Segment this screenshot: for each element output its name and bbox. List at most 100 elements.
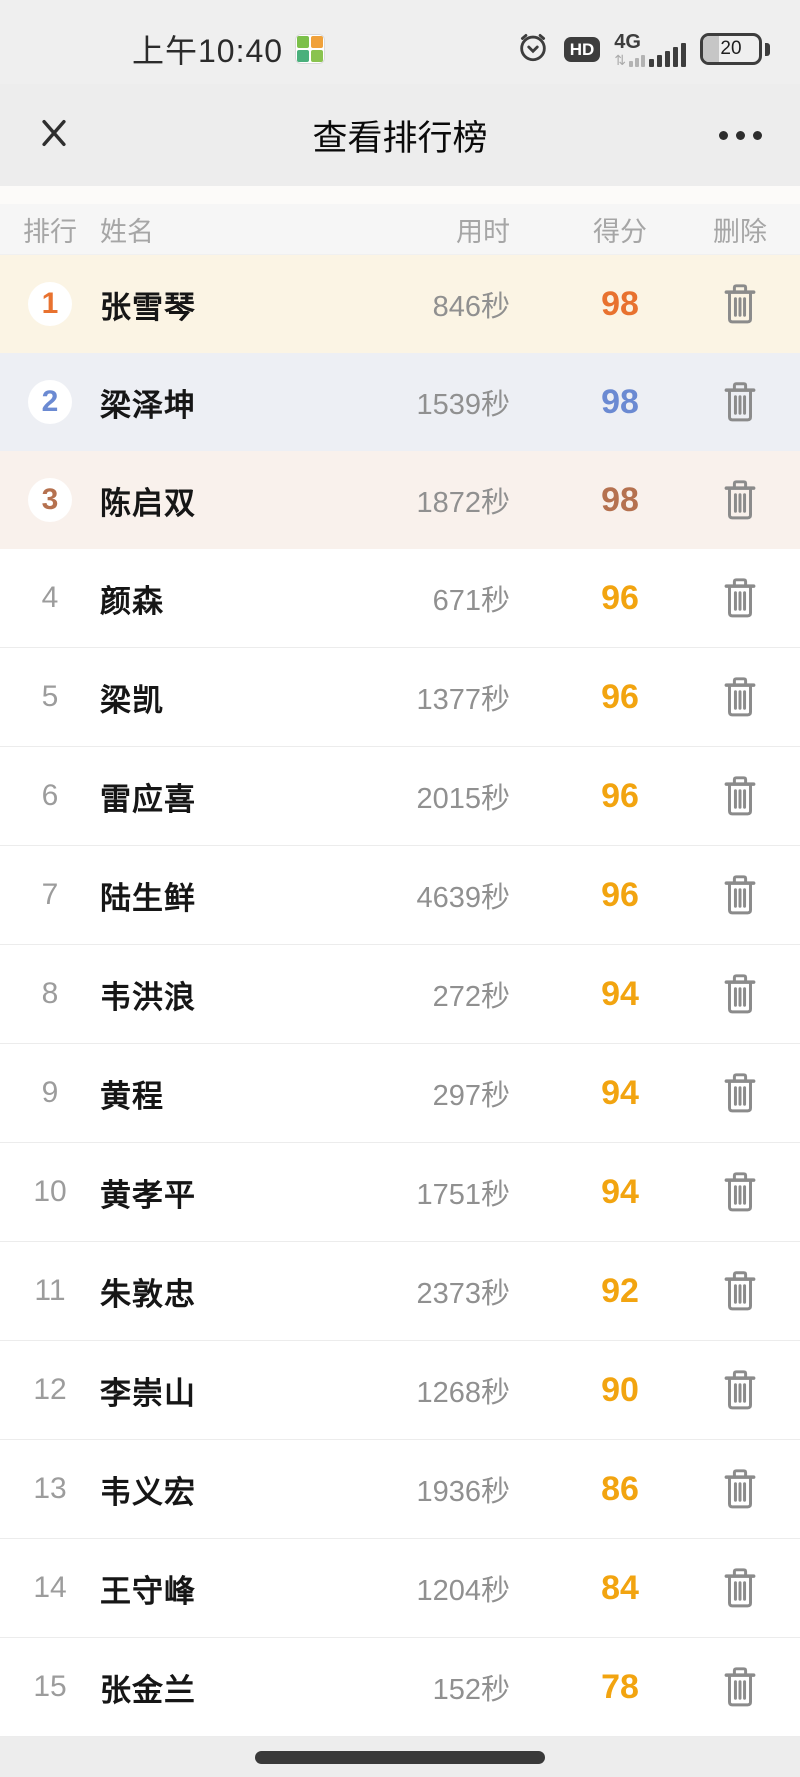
trash-icon [719, 379, 761, 425]
trash-icon [719, 674, 761, 720]
time-used: 1539秒 [416, 389, 510, 422]
column-header-score: 得分 [593, 216, 647, 247]
time-used: 1268秒 [416, 1377, 510, 1410]
table-row: 15 张金兰 152秒 78 [0, 1638, 800, 1738]
table-row: 4 颜森 671秒 96 [0, 549, 800, 649]
rank-badge: 3 [28, 478, 72, 523]
delete-button[interactable] [700, 1169, 780, 1215]
more-options-button[interactable] [715, 117, 766, 154]
delete-button[interactable] [700, 379, 780, 425]
secondary-sim-signal-icon: ⇅ [614, 53, 645, 67]
leaderboard-rows: 1 张雪琴 846秒 98 [0, 255, 800, 1738]
time-used: 297秒 [432, 1080, 510, 1113]
time-used: 1377秒 [416, 684, 510, 717]
more-options-icon [719, 130, 762, 140]
score-value: 94 [601, 1172, 639, 1211]
close-icon [37, 116, 71, 155]
column-header-time: 用时 [456, 216, 510, 247]
rank-badge: 6 [41, 779, 59, 813]
column-header-rank: 排行 [23, 216, 77, 247]
time-used: 1936秒 [416, 1476, 510, 1509]
battery-percent: 20 [720, 38, 742, 60]
close-button[interactable] [34, 115, 74, 155]
player-name: 王守峰 [100, 1573, 196, 1609]
player-name: 颜森 [100, 583, 164, 619]
table-row: 6 雷应喜 2015秒 96 [0, 747, 800, 847]
time-used: 1751秒 [416, 1179, 510, 1212]
trash-icon [719, 1466, 761, 1512]
table-row: 12 李崇山 1268秒 90 [0, 1341, 800, 1441]
trash-icon [719, 575, 761, 621]
table-row: 5 梁凯 1377秒 96 [0, 648, 800, 748]
table-header: 排行 姓名 用时 得分 删除 [0, 203, 800, 256]
delete-button[interactable] [700, 575, 780, 621]
header-content-gap [0, 186, 800, 204]
score-value: 78 [601, 1667, 639, 1706]
primary-sim-signal-icon [649, 42, 686, 67]
table-row: 7 陆生鲜 4639秒 96 [0, 846, 800, 946]
delete-button[interactable] [700, 1466, 780, 1512]
delete-button[interactable] [700, 1664, 780, 1710]
nav-header: 查看排行榜 [0, 84, 800, 187]
table-row: 14 王守峰 1204秒 84 [0, 1539, 800, 1639]
table-row: 11 朱敦忠 2373秒 92 [0, 1242, 800, 1342]
trash-icon [719, 1268, 761, 1314]
delete-button[interactable] [700, 872, 780, 918]
delete-button[interactable] [700, 281, 780, 327]
score-value: 94 [601, 974, 639, 1013]
time-used: 152秒 [432, 1674, 510, 1707]
network-type-label: 4G [614, 30, 641, 53]
column-header-name: 姓名 [100, 216, 154, 247]
home-indicator[interactable] [255, 1750, 545, 1764]
score-value: 96 [601, 875, 639, 914]
time-used: 2373秒 [416, 1278, 510, 1311]
delete-button[interactable] [700, 674, 780, 720]
hd-volte-icon: HD [563, 36, 601, 62]
bottom-gesture-bar [0, 1737, 800, 1777]
player-name: 陈启双 [100, 485, 196, 521]
rank-badge: 7 [41, 878, 59, 912]
player-name: 朱敦忠 [100, 1276, 196, 1312]
table-row: 3 陈启双 1872秒 98 [0, 451, 800, 550]
player-name: 张雪琴 [100, 289, 196, 325]
battery-icon: 20 [700, 33, 770, 66]
delete-button[interactable] [700, 477, 780, 523]
time-used: 2015秒 [416, 783, 510, 816]
player-name: 黄孝平 [100, 1177, 196, 1213]
trash-icon [719, 773, 761, 819]
score-value: 98 [601, 284, 639, 323]
player-name: 陆生鲜 [100, 880, 196, 916]
app-notification-icon [295, 34, 326, 65]
delete-button[interactable] [700, 971, 780, 1017]
delete-button[interactable] [700, 1268, 780, 1314]
trash-icon [719, 1070, 761, 1116]
time-used: 1204秒 [416, 1575, 510, 1608]
player-name: 梁凯 [100, 682, 164, 718]
player-name: 韦洪浪 [100, 979, 196, 1015]
table-row: 1 张雪琴 846秒 98 [0, 255, 800, 354]
trash-icon [719, 281, 761, 327]
signal-strength-icon: 4G ⇅ [614, 32, 686, 67]
score-value: 96 [601, 677, 639, 716]
trash-icon [719, 1565, 761, 1611]
score-value: 92 [601, 1271, 639, 1310]
score-value: 96 [601, 578, 639, 617]
delete-button[interactable] [700, 1565, 780, 1611]
delete-button[interactable] [700, 1070, 780, 1116]
time-used: 4639秒 [416, 882, 510, 915]
rank-badge: 10 [33, 1175, 67, 1209]
table-row: 13 韦义宏 1936秒 86 [0, 1440, 800, 1540]
trash-icon [719, 1664, 761, 1710]
delete-button[interactable] [700, 773, 780, 819]
score-value: 98 [601, 480, 639, 519]
rank-badge: 4 [41, 581, 59, 615]
rank-badge: 12 [33, 1373, 67, 1407]
score-value: 84 [601, 1568, 639, 1607]
score-value: 86 [601, 1469, 639, 1508]
score-value: 98 [601, 382, 639, 421]
rank-badge: 15 [33, 1670, 67, 1704]
table-row: 8 韦洪浪 272秒 94 [0, 945, 800, 1045]
delete-button[interactable] [700, 1367, 780, 1413]
time-used: 671秒 [432, 585, 510, 618]
rank-badge: 14 [33, 1571, 67, 1605]
